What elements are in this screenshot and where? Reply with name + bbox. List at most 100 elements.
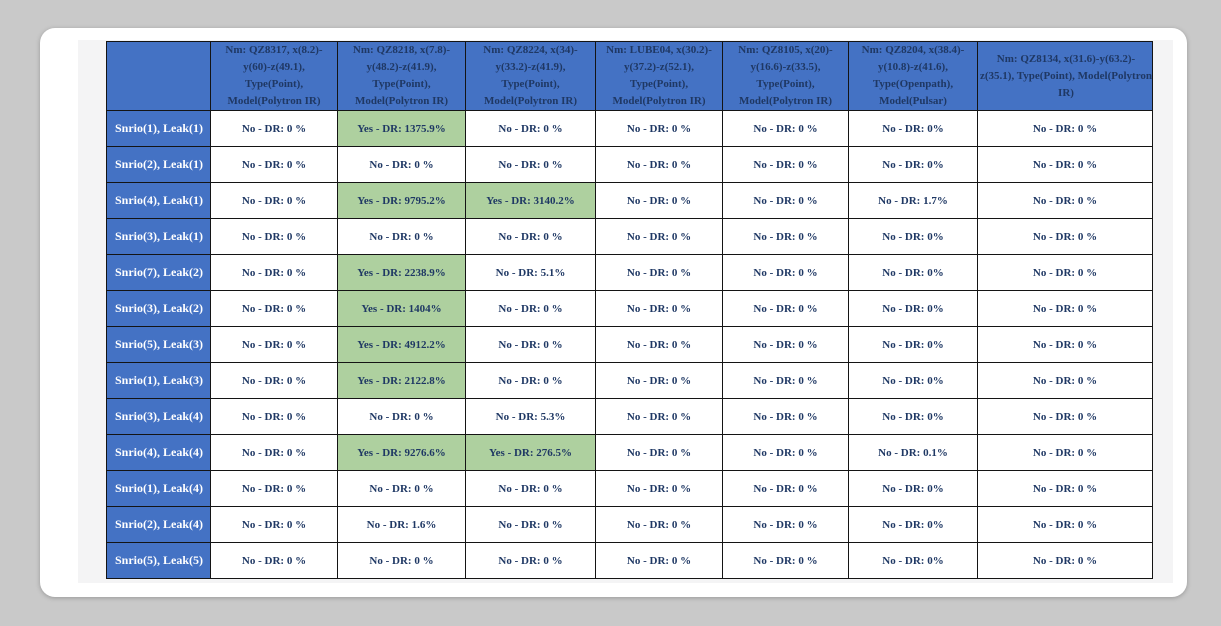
detection-result-cell: No - DR: 0 % [465, 218, 596, 256]
detection-result-cell: No - DR: 0 % [595, 542, 723, 580]
detection-result-cell: No - DR: 0% [848, 146, 978, 184]
detection-result-cell: No - DR: 0.1% [848, 434, 978, 472]
corner-cell [106, 40, 211, 112]
detection-result-cell: No - DR: 0% [848, 326, 978, 364]
table-row: Snrio(7), Leak(2) No - DR: 0 % Yes - DR: 2… [106, 254, 1153, 292]
table-row: Snrio(1), Leak(4) No - DR: 0 % No - DR: 0 … [106, 470, 1153, 508]
detection-result-cell-detected: Yes - DR: 3140.2% [465, 182, 596, 220]
table-row: Snrio(2), Leak(4) No - DR: 0 % No - DR: 1.… [106, 506, 1153, 544]
detector-header-cell: Nm: QZ8317, x(8.2)-y(60)-z(49.1), Type(P… [210, 40, 338, 112]
detection-result-cell: No - DR: 0 % [465, 290, 596, 328]
detection-result-cell: No - DR: 5.3% [465, 398, 596, 436]
detection-result-cell: No - DR: 0 % [722, 470, 849, 508]
table-row: Snrio(1), Leak(1) No - DR: 0 % Yes - DR: 1… [106, 110, 1153, 148]
detection-result-cell: No - DR: 0 % [337, 218, 466, 256]
table-body: Snrio(1), Leak(1) No - DR: 0 % Yes - DR: 1… [106, 110, 1153, 580]
detection-result-cell: No - DR: 0 % [595, 434, 723, 472]
detection-result-cell: No - DR: 0 % [977, 542, 1153, 580]
detection-result-cell: No - DR: 0% [848, 290, 978, 328]
detection-result-cell: No - DR: 0 % [977, 470, 1153, 508]
detection-result-cell: No - DR: 0% [848, 398, 978, 436]
detection-result-cell: No - DR: 0 % [722, 506, 849, 544]
detection-result-cell: No - DR: 0 % [465, 146, 596, 184]
detection-result-cell: No - DR: 0 % [210, 326, 338, 364]
detection-result-cell: No - DR: 0 % [977, 182, 1153, 220]
detection-result-cell: No - DR: 1.7% [848, 182, 978, 220]
detection-result-cell: No - DR: 0 % [595, 470, 723, 508]
detection-result-cell: No - DR: 0 % [337, 146, 466, 184]
detection-result-cell: No - DR: 0 % [977, 146, 1153, 184]
table-row: Snrio(3), Leak(4) No - DR: 0 % No - DR: 0 … [106, 398, 1153, 436]
detection-result-cell: No - DR: 0 % [722, 326, 849, 364]
detection-result-cell: No - DR: 0 % [595, 218, 723, 256]
detection-result-cell: No - DR: 0 % [977, 398, 1153, 436]
detector-header-cell: Nm: QZ8105, x(20)-y(16.6)-z(33.5), Type(… [722, 40, 849, 112]
detection-result-cell: No - DR: 0 % [210, 254, 338, 292]
detection-result-cell: No - DR: 0 % [595, 326, 723, 364]
scenario-label-cell: Snrio(1), Leak(3) [106, 362, 211, 400]
detection-result-cell: No - DR: 0 % [722, 542, 849, 580]
detector-header-text: Nm: QZ8134, x(31.6)-y(63.2)-z(35.1), Typ… [980, 52, 1153, 99]
detection-result-cell-detected: Yes - DR: 2122.8% [337, 362, 466, 400]
detection-result-cell-detected: Yes - DR: 1404% [337, 290, 466, 328]
detection-result-cell: No - DR: 0 % [977, 434, 1153, 472]
scenario-label-cell: Snrio(3), Leak(2) [106, 290, 211, 328]
scenario-label-cell: Snrio(1), Leak(4) [106, 470, 211, 508]
detection-result-cell: No - DR: 0 % [210, 362, 338, 400]
table-row: Snrio(2), Leak(1) No - DR: 0 % No - DR: 0 … [106, 146, 1153, 184]
detection-result-cell: No - DR: 0 % [722, 146, 849, 184]
detection-result-cell: No - DR: 0 % [722, 254, 849, 292]
detection-result-cell-detected: Yes - DR: 2238.9% [337, 254, 466, 292]
detection-result-cell: No - DR: 0 % [722, 110, 849, 148]
detection-result-cell: No - DR: 0 % [595, 146, 723, 184]
scenario-label-cell: Snrio(4), Leak(1) [106, 182, 211, 220]
scenario-label-cell: Snrio(3), Leak(4) [106, 398, 211, 436]
detection-result-cell: No - DR: 0 % [337, 542, 466, 580]
table-row: Snrio(3), Leak(2) No - DR: 0 % Yes - DR: 1… [106, 290, 1153, 328]
detection-result-cell: No - DR: 0 % [977, 326, 1153, 364]
leak-detection-table: Nm: QZ8317, x(8.2)-y(60)-z(49.1), Type(P… [106, 40, 1153, 580]
detection-result-cell: No - DR: 0 % [210, 146, 338, 184]
scenario-label-cell: Snrio(7), Leak(2) [106, 254, 211, 292]
scenario-label-cell: Snrio(4), Leak(4) [106, 434, 211, 472]
header-row: Nm: QZ8317, x(8.2)-y(60)-z(49.1), Type(P… [106, 40, 1153, 112]
detection-result-cell: No - DR: 0 % [210, 434, 338, 472]
detection-result-cell: No - DR: 5.1% [465, 254, 596, 292]
detection-result-cell: No - DR: 0 % [595, 362, 723, 400]
detection-result-cell: No - DR: 0% [848, 218, 978, 256]
detection-result-cell: No - DR: 1.6% [337, 506, 466, 544]
scenario-label-cell: Snrio(3), Leak(1) [106, 218, 211, 256]
detection-result-cell: No - DR: 0 % [337, 398, 466, 436]
table-row: Snrio(3), Leak(1) No - DR: 0 % No - DR: 0 … [106, 218, 1153, 256]
detection-result-cell: No - DR: 0 % [977, 110, 1153, 148]
detection-result-cell: No - DR: 0 % [977, 506, 1153, 544]
detection-result-cell: No - DR: 0 % [595, 182, 723, 220]
detector-header-cell: Nm: QZ8224, x(34)-y(33.2)-z(41.9), Type(… [465, 40, 596, 112]
detection-result-cell: No - DR: 0 % [977, 290, 1153, 328]
detection-result-cell: No - DR: 0 % [210, 470, 338, 508]
detection-result-cell: No - DR: 0 % [595, 506, 723, 544]
detection-result-cell: No - DR: 0% [848, 110, 978, 148]
detection-result-cell-detected: Yes - DR: 276.5% [465, 434, 596, 472]
table-row: Snrio(5), Leak(5) No - DR: 0 % No - DR: 0 … [106, 542, 1153, 580]
detection-result-cell: No - DR: 0 % [210, 290, 338, 328]
scenario-label-cell: Snrio(1), Leak(1) [106, 110, 211, 148]
detector-header-cell: Nm: QZ8134, x(31.6)-y(63.2)-z(35.1), Typ… [977, 40, 1153, 112]
detection-result-cell: No - DR: 0 % [722, 398, 849, 436]
detection-result-cell: No - DR: 0 % [595, 254, 723, 292]
table-row: Snrio(5), Leak(3) No - DR: 0 % Yes - DR: 4… [106, 326, 1153, 364]
detection-result-cell: No - DR: 0% [848, 506, 978, 544]
detection-result-cell: No - DR: 0 % [595, 398, 723, 436]
detection-result-cell: No - DR: 0% [848, 362, 978, 400]
detection-result-cell-detected: Yes - DR: 9795.2% [337, 182, 466, 220]
detector-header-cell: Nm: QZ8204, x(38.4)-y(10.8)-z(41.6), Typ… [848, 40, 978, 112]
table-row: Snrio(4), Leak(1) No - DR: 0 % Yes - DR: 9… [106, 182, 1153, 220]
table-row: Snrio(4), Leak(4) No - DR: 0 % Yes - DR: 9… [106, 434, 1153, 472]
detection-result-cell: No - DR: 0 % [722, 218, 849, 256]
detection-result-cell: No - DR: 0 % [722, 182, 849, 220]
detection-result-cell: No - DR: 0 % [977, 254, 1153, 292]
detection-result-cell: No - DR: 0% [848, 470, 978, 508]
detection-result-cell: No - DR: 0% [848, 254, 978, 292]
scenario-label-cell: Snrio(5), Leak(5) [106, 542, 211, 580]
detection-result-cell: No - DR: 0 % [465, 470, 596, 508]
